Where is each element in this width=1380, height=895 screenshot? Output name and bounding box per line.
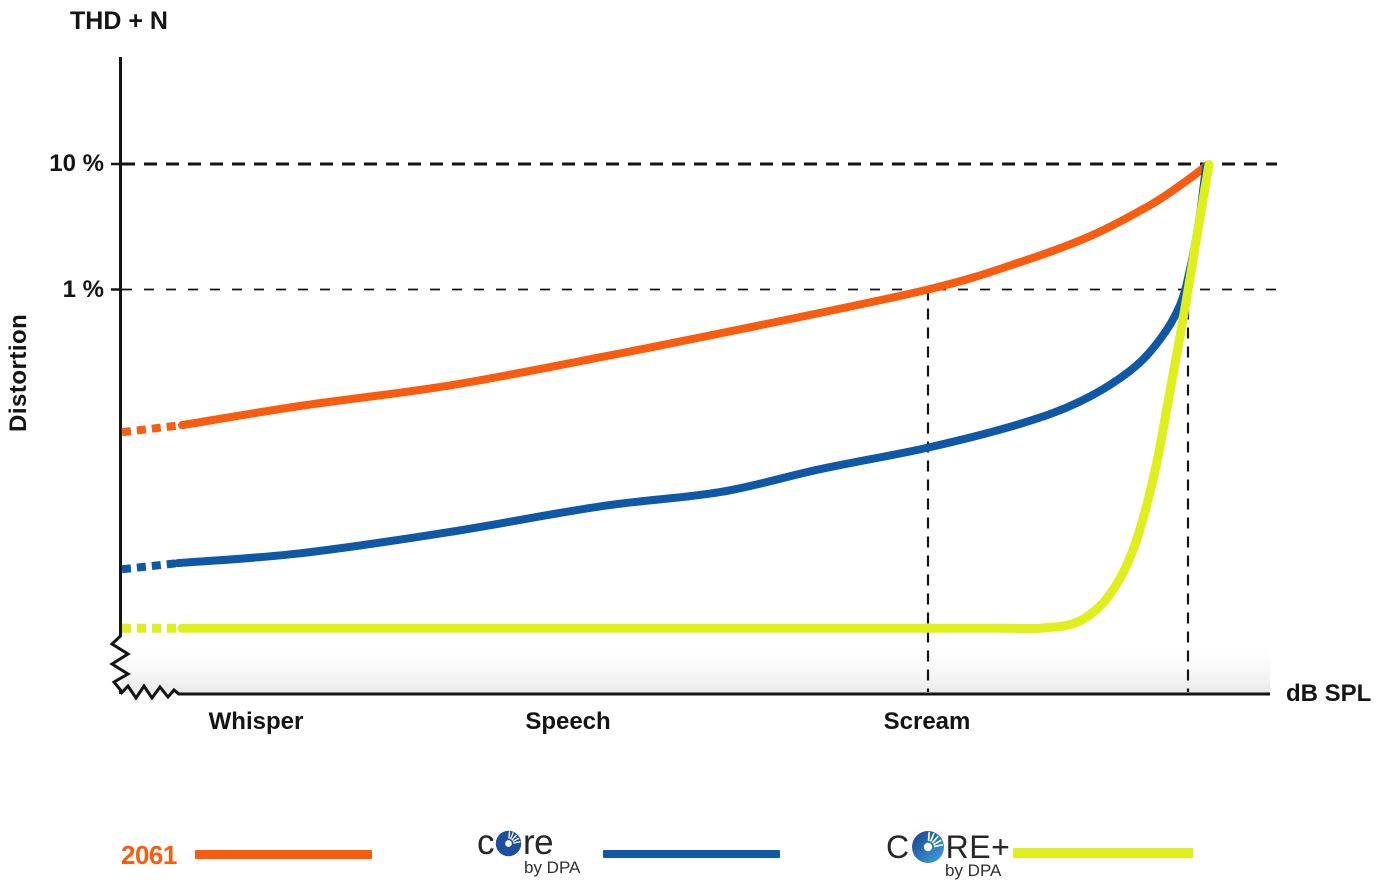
y-tick-1-percent: 1 % xyxy=(62,275,104,303)
legend-line-core xyxy=(603,850,780,858)
x-category-whisper: Whisper xyxy=(208,708,304,735)
core-plus-wordmark-pre: C xyxy=(886,829,910,865)
dpa-disc-icon xyxy=(495,830,522,856)
series-lead-in-2061 xyxy=(121,421,183,437)
core-by-dpa-text: by DPA xyxy=(524,858,581,877)
core-wordmark-pre: c xyxy=(477,823,495,862)
x-axis-label: dB SPL xyxy=(1286,680,1372,707)
legend-line-2061 xyxy=(195,850,372,859)
chart-title: THD + N xyxy=(70,7,168,35)
y-tick-10-percent: 10 % xyxy=(49,150,104,177)
x-category-speech: Speech xyxy=(525,708,611,735)
core-by-dpa-logo: c re by DPA xyxy=(477,824,581,877)
series-curve-core-by-dpa xyxy=(177,160,1214,634)
baseline-fade xyxy=(122,640,1270,693)
core-wordmark-post: re xyxy=(523,823,554,862)
core-wordmark: c re xyxy=(477,824,580,862)
series-lead-in-core-by-dpa xyxy=(121,559,179,574)
core-plus-wordmark-post: RE+ xyxy=(945,829,1011,865)
x-axis-line xyxy=(119,683,1270,701)
series-curve-2061 xyxy=(178,160,1212,430)
core-plus-by-dpa-logo: C RE+ by DPA xyxy=(886,827,1010,879)
legend-line-core-plus xyxy=(1013,848,1193,858)
dpa-disc-plus-icon xyxy=(911,831,944,863)
series-curve-core-by-dpa xyxy=(174,162,1210,568)
x-category-scream: Scream xyxy=(883,708,971,735)
core-plus-by-dpa-text: by DPA xyxy=(945,861,1002,880)
legend-label-2061: 2061 xyxy=(121,840,177,870)
core-plus-wordmark: C RE+ xyxy=(886,827,1010,867)
y-axis-line xyxy=(109,57,131,694)
